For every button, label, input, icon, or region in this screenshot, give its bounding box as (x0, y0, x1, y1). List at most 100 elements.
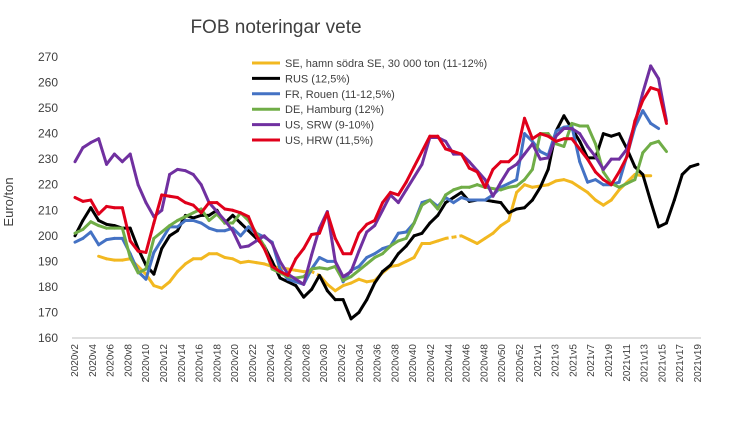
series-segment (523, 167, 534, 182)
x-tick-label: 2021v11 (622, 344, 633, 382)
series-segment (554, 127, 566, 138)
series-segment (570, 180, 582, 189)
x-tick-label: 2020v10 (141, 344, 152, 383)
series-segment (625, 119, 637, 159)
series-segment (333, 264, 345, 283)
series-segment (593, 170, 605, 182)
x-tick-label: 2021v7 (586, 344, 597, 377)
series-segment (81, 220, 93, 231)
series-segment (325, 289, 337, 302)
series-segment (97, 137, 109, 166)
x-tick-label: 2021v9 (604, 344, 615, 377)
series-segment (381, 193, 392, 212)
series-segment (302, 287, 314, 299)
series-segment (396, 244, 408, 256)
x-tick-label: 2020v8 (123, 344, 134, 377)
series-segment (586, 144, 597, 159)
x-tick-label: 2021v5 (568, 344, 579, 377)
series-segment (609, 170, 621, 187)
series-segment (499, 201, 511, 215)
x-tick-label: 2020v24 (266, 344, 277, 383)
series-segment (286, 257, 298, 277)
x-tick-label: 2021v19 (693, 344, 704, 383)
x-tick-label: 2020v28 (301, 344, 312, 383)
x-tick-label: 2020v44 (444, 344, 455, 383)
series-segment (199, 221, 211, 230)
series-segment (593, 155, 605, 171)
series-segment (120, 152, 132, 164)
series-segment (168, 229, 180, 238)
series-segment (246, 229, 258, 240)
series-segment (436, 134, 448, 151)
y-axis: 160 170 180 190 200 210 220 230 240 250 260 270 (38, 50, 58, 345)
series-segment (191, 203, 203, 215)
series-segment (467, 160, 479, 173)
series-segment (633, 98, 645, 123)
legend-label: US, SRW (9-10%) (285, 120, 374, 132)
series-segment (546, 134, 558, 143)
series-segment (475, 170, 487, 189)
series-segment (649, 64, 661, 81)
series-segment (152, 238, 164, 254)
series-segment (412, 162, 424, 179)
series-segment (231, 226, 243, 238)
series-segment (436, 201, 448, 217)
series-segment (302, 253, 314, 286)
series-segment (641, 64, 653, 95)
series-segment (515, 116, 527, 156)
series-segment (452, 196, 463, 205)
series-segment (144, 201, 156, 219)
series-segment (112, 152, 124, 164)
series-segment (404, 221, 416, 240)
series-segment (641, 86, 653, 102)
series-segment (586, 124, 597, 146)
legend-label: RUS (12,5%) (285, 73, 350, 85)
series-segment (278, 259, 290, 276)
series-segment (428, 198, 440, 211)
series-segment (444, 196, 456, 205)
series-segment (215, 212, 227, 225)
series-line (73, 86, 668, 277)
y-tick-label: 260 (38, 76, 58, 90)
series-segment (491, 160, 503, 171)
series-segment (491, 180, 503, 198)
x-tick-label: 2020v38 (390, 344, 401, 383)
series-segment (420, 198, 432, 207)
series-segment (262, 234, 274, 245)
series-segment (160, 173, 172, 212)
series-segment (199, 183, 211, 205)
series-segment (317, 273, 329, 293)
series-segment (325, 282, 337, 293)
series-segment (128, 239, 140, 253)
series-segment (349, 268, 361, 279)
series-segment (349, 231, 361, 256)
series-segment (333, 284, 345, 293)
series-segment (262, 247, 274, 268)
x-tick-label: 2021v17 (675, 344, 686, 383)
series-segment (412, 150, 424, 169)
series-segment (128, 226, 140, 251)
y-tick-label: 250 (38, 101, 58, 115)
series-segment (601, 170, 613, 185)
x-tick-label: 2020v26 (284, 344, 295, 383)
series-segment (81, 230, 93, 240)
legend-label: US, HRW (11,5%) (285, 135, 373, 147)
series-segment (404, 175, 416, 192)
series-segment (578, 185, 590, 194)
series-segment (633, 109, 645, 129)
series-segment (515, 132, 527, 182)
y-tick-label: 160 (38, 331, 58, 345)
series-segment (641, 142, 653, 155)
series-segment (649, 121, 661, 131)
series-segment (357, 298, 369, 314)
series-segment (657, 88, 668, 125)
series-segment (81, 206, 93, 222)
series-segment (459, 152, 471, 170)
series-segment (270, 241, 282, 263)
series-segment (570, 137, 582, 151)
x-tick-label: 2020v22 (248, 344, 259, 383)
x-tick-label: 2020v40 (408, 344, 419, 383)
series-segment (128, 152, 140, 187)
series-segment (664, 198, 676, 225)
series-segment (207, 212, 219, 222)
